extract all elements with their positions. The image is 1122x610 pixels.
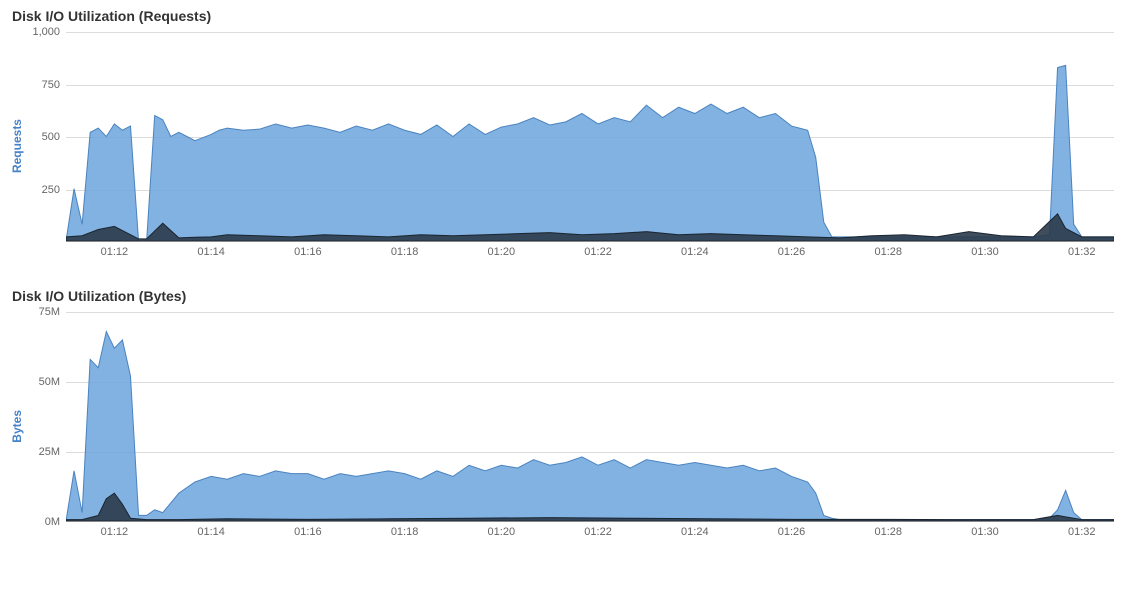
x-tick-row: 01:12 01:14 01:16 01:18 01:20 01:22 01:24 01:26… (66, 246, 1114, 260)
x-tick-label: 01:20 (488, 526, 516, 538)
series-primary (66, 65, 1114, 241)
y-tick-label: 500 (42, 131, 60, 143)
chart-title: Disk I/O Utilization (Bytes) (12, 288, 1114, 304)
y-tick-label: 0M (45, 516, 60, 528)
chart-container: Disk I/O Utilization (Bytes) Bytes 75M 50M 2… (8, 288, 1114, 540)
x-tick-label: 01:20 (488, 246, 516, 258)
y-axis-label: Bytes (8, 410, 26, 443)
x-tick-label: 01:30 (971, 526, 999, 538)
x-tick-label: 01:16 (294, 246, 322, 258)
y-tick-column: 1,000750500250 (26, 32, 66, 242)
y-tick-label: 50M (39, 376, 60, 388)
x-tick-label: 01:32 (1068, 526, 1096, 538)
chart-container: Disk I/O Utilization (Requests) Requests 1… (8, 8, 1114, 260)
x-tick-label: 01:16 (294, 526, 322, 538)
plot-area[interactable] (66, 312, 1114, 522)
x-tick-label: 01:24 (681, 526, 709, 538)
y-tick-label: 75M (39, 306, 60, 318)
x-tick-label: 01:18 (391, 246, 419, 258)
y-tick-label: 1,000 (32, 26, 60, 38)
chart-body: Bytes75M50M25M0M01:1201:1401:1601:1801:2… (8, 312, 1114, 540)
y-tick-column: 75M50M25M0M (26, 312, 66, 522)
chart-body: Requests1,00075050025001:1201:1401:1601:… (8, 32, 1114, 260)
y-tick-label: 250 (42, 184, 60, 196)
y-tick-label: 25M (39, 446, 60, 458)
plot-area[interactable] (66, 32, 1114, 242)
x-tick-label: 01:28 (875, 526, 903, 538)
x-tick-label: 01:12 (101, 246, 129, 258)
x-tick-label: 01:14 (197, 246, 225, 258)
chart-svg (66, 32, 1114, 241)
x-tick-label: 01:24 (681, 246, 709, 258)
series-primary (66, 332, 1114, 521)
x-tick-label: 01:14 (197, 526, 225, 538)
y-axis-label: Requests (8, 119, 26, 173)
y-tick-label: 750 (42, 79, 60, 91)
x-tick-label: 01:22 (584, 526, 612, 538)
x-tick-label: 01:28 (875, 246, 903, 258)
x-tick-label: 01:22 (584, 246, 612, 258)
x-tick-label: 01:26 (778, 246, 806, 258)
plot-wrap: 01:12 01:14 01:16 01:18 01:20 01:22 01:24 01:26… (66, 312, 1114, 540)
x-tick-label: 01:18 (391, 526, 419, 538)
x-tick-label: 01:12 (101, 526, 129, 538)
plot-wrap: 01:12 01:14 01:16 01:18 01:20 01:22 01:24 01:26… (66, 32, 1114, 260)
chart-title: Disk I/O Utilization (Requests) (12, 8, 1114, 24)
x-tick-label: 01:32 (1068, 246, 1096, 258)
chart-svg (66, 312, 1114, 521)
x-tick-label: 01:30 (971, 246, 999, 258)
x-tick-label: 01:26 (778, 526, 806, 538)
x-tick-row: 01:12 01:14 01:16 01:18 01:20 01:22 01:24 01:26… (66, 526, 1114, 540)
